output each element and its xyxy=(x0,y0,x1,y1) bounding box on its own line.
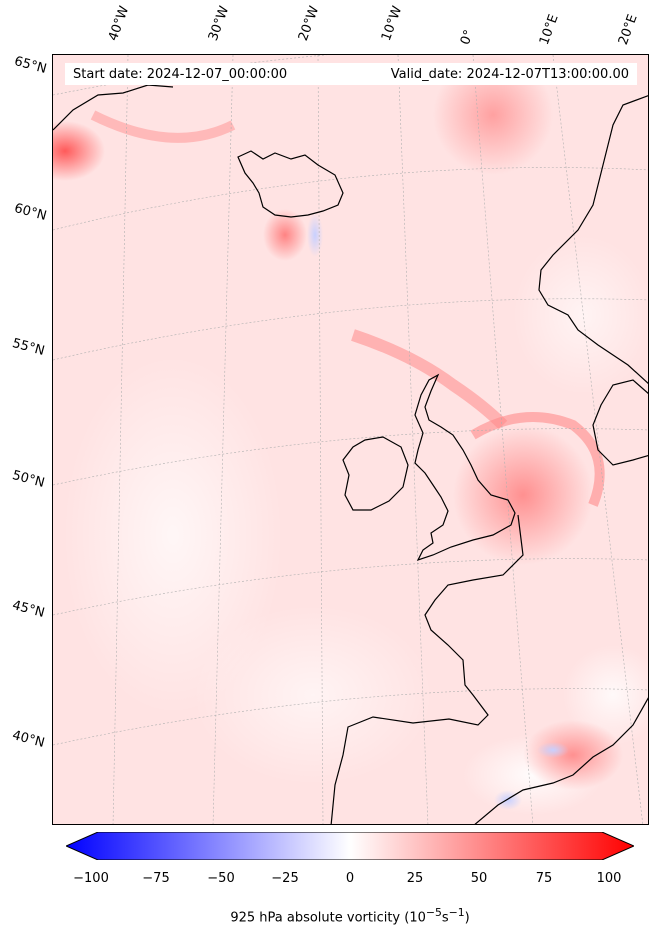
lon-label-30w: 30°W xyxy=(205,4,233,43)
colorbar-label-mid: s xyxy=(441,910,449,926)
colorbar-label-text: 925 hPa absolute vorticity (10 xyxy=(230,910,426,926)
colorbar-tick: 0 xyxy=(345,871,355,886)
colorbar-tick: −25 xyxy=(271,871,299,886)
valid-date-label: Valid_date: 2024-12-07T13:00:00.00 xyxy=(390,66,629,82)
lat-label-40n: 40°N xyxy=(10,728,47,751)
lat-label-55n: 55°N xyxy=(10,336,47,359)
colorbar-label-exp1: −5 xyxy=(425,906,442,919)
colorbar-label-end: ) xyxy=(464,910,470,926)
map-panel: Start date: 2024-12-07_00:00:00 Valid_da… xyxy=(52,54,649,825)
lat-label-45n: 45°N xyxy=(10,598,47,621)
title-bar: Start date: 2024-12-07_00:00:00 Valid_da… xyxy=(65,63,637,85)
lon-label-20w: 20°W xyxy=(295,4,323,43)
lon-label-20e: 20°E xyxy=(615,12,641,48)
coastlines xyxy=(53,84,648,824)
lat-label-50n: 50°N xyxy=(10,468,47,491)
colorbar xyxy=(66,832,634,860)
colorbar-tick: −100 xyxy=(73,871,109,886)
colorbar-tick: 100 xyxy=(596,871,622,886)
lon-label-0: 0° xyxy=(457,27,478,47)
lat-label-65n: 65°N xyxy=(12,54,49,77)
colorbar-tick: −75 xyxy=(142,871,170,886)
vorticity-field xyxy=(53,55,648,824)
colorbar-tick: 50 xyxy=(470,871,488,886)
lon-label-10w: 10°W xyxy=(378,4,406,43)
lat-label-60n: 60°N xyxy=(12,201,49,224)
colorbar-tick: −50 xyxy=(207,871,235,886)
lon-label-10e: 10°E xyxy=(536,12,562,48)
lon-label-40w: 40°W xyxy=(105,4,133,43)
colorbar-tick: 75 xyxy=(535,871,553,886)
colorbar-label-exp2: −1 xyxy=(448,906,465,919)
colorbar-label: 925 hPa absolute vorticity (10−5s−1) xyxy=(0,906,659,925)
colorbar-tick: 25 xyxy=(406,871,424,886)
start-date-label: Start date: 2024-12-07_00:00:00 xyxy=(73,66,288,82)
